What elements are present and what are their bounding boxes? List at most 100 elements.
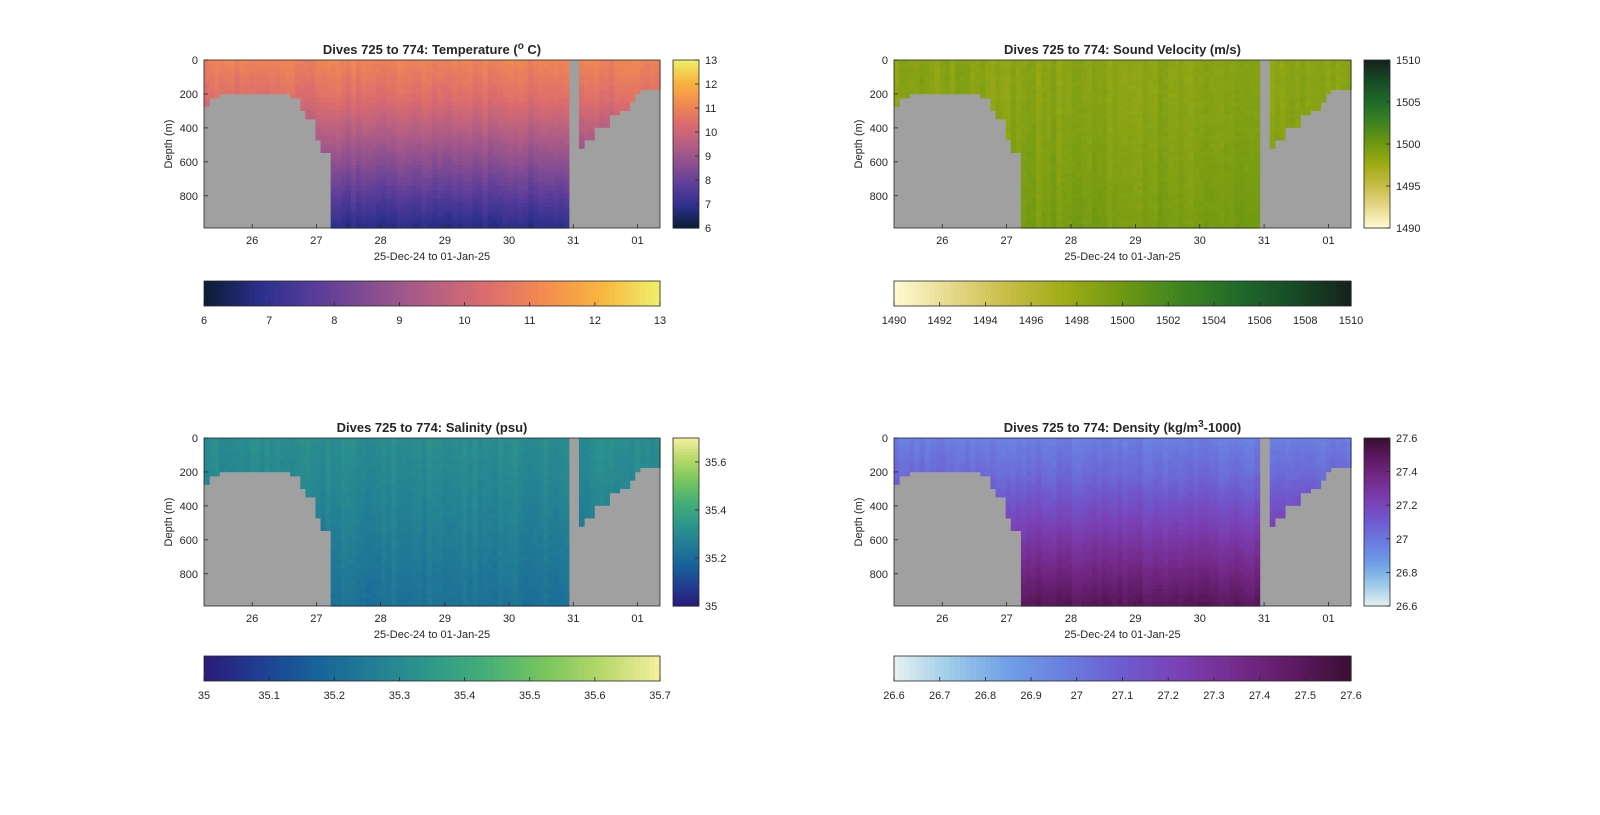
heatmap-cell xyxy=(1168,190,1174,195)
heatmap-cell xyxy=(340,114,347,120)
heatmap-cell xyxy=(421,181,428,187)
heatmap-cell xyxy=(1031,64,1037,69)
heatmap-cell xyxy=(1005,68,1012,74)
heatmap-cell xyxy=(508,223,514,229)
heatmap-cell xyxy=(1229,114,1235,120)
heatmap-cell xyxy=(224,76,230,82)
heatmap-cell xyxy=(1061,123,1068,128)
heatmap-cell xyxy=(543,215,550,221)
heatmap-cell xyxy=(391,64,398,69)
heatmap-cell xyxy=(523,64,529,69)
heatmap-cell xyxy=(1127,156,1134,162)
heatmap-cell xyxy=(254,89,261,95)
heatmap-cell xyxy=(335,219,342,225)
heatmap-cell xyxy=(1066,68,1073,74)
heatmap-cell xyxy=(1152,68,1159,74)
heatmap-cell xyxy=(1168,169,1174,174)
heatmap-cell xyxy=(1300,106,1306,111)
heatmap-cell xyxy=(553,207,560,212)
heatmap-cell xyxy=(437,165,443,170)
heatmap-cell xyxy=(563,85,570,90)
heatmap-cell xyxy=(970,72,976,78)
heatmap-cell xyxy=(1163,186,1169,191)
heatmap-cell xyxy=(1234,93,1240,99)
heatmap-cell xyxy=(366,118,372,124)
heatmap-cell xyxy=(401,177,408,183)
heatmap-cell xyxy=(553,219,560,225)
heatmap-cell xyxy=(508,81,514,86)
heatmap-cell xyxy=(1330,72,1337,78)
heatmap-cell xyxy=(1193,177,1200,183)
heatmap-cell xyxy=(1229,102,1235,107)
heatmap-cell xyxy=(553,102,560,107)
colorbar-swatch xyxy=(673,74,699,78)
heatmap-cell xyxy=(518,89,524,95)
heatmap-cell xyxy=(285,89,291,95)
heatmap-cell xyxy=(361,131,367,137)
heatmap-cell xyxy=(1168,72,1174,78)
heatmap-cell xyxy=(340,89,347,95)
heatmap-cell xyxy=(1117,165,1124,170)
heatmap-cell xyxy=(1183,110,1190,116)
heatmap-cell xyxy=(1122,148,1129,153)
heatmap-cell xyxy=(442,135,448,141)
heatmap-cell xyxy=(204,85,210,90)
heatmap-cell xyxy=(1137,123,1144,128)
heatmap-cell xyxy=(1056,169,1063,174)
heatmap-cell xyxy=(518,135,524,141)
heatmap-cell xyxy=(548,127,555,132)
y-tick-label: 400 xyxy=(180,123,198,135)
heatmap-cell xyxy=(1254,114,1261,120)
heatmap-cell xyxy=(1097,207,1103,212)
heatmap-cell xyxy=(325,131,332,137)
heatmap-cell xyxy=(406,148,413,153)
heatmap-cell xyxy=(1213,72,1220,78)
heatmap-cell xyxy=(563,139,570,145)
heatmap-cell xyxy=(1020,223,1027,229)
heatmap-cell xyxy=(1137,177,1144,183)
heatmap-cell xyxy=(1051,97,1058,103)
heatmap-cell xyxy=(1092,215,1098,221)
heatmap-cell xyxy=(1137,190,1144,195)
heatmap-cell xyxy=(1041,60,1047,65)
heatmap-cell xyxy=(649,81,656,86)
heatmap-cell xyxy=(502,211,509,216)
colorbar-swatch xyxy=(350,281,357,306)
heatmap-cell xyxy=(497,173,504,179)
heatmap-cell xyxy=(1102,139,1108,145)
heatmap-cell xyxy=(462,173,469,179)
heatmap-cell xyxy=(396,139,403,145)
heatmap-cell xyxy=(1147,186,1154,191)
heatmap-cell xyxy=(1147,160,1154,166)
heatmap-cell xyxy=(335,173,342,179)
colorbar-swatch xyxy=(673,116,699,120)
heatmap-cell xyxy=(1229,97,1235,103)
heatmap-cell xyxy=(523,165,529,170)
heatmap-cell xyxy=(295,60,301,65)
heatmap-cell xyxy=(1173,76,1179,82)
heatmap-cell xyxy=(426,102,433,107)
heatmap-cell xyxy=(624,102,631,107)
heatmap-cell xyxy=(1076,123,1083,128)
heatmap-cell xyxy=(1168,106,1174,111)
heatmap-cell xyxy=(1041,81,1047,86)
heatmap-cell xyxy=(421,114,428,120)
heatmap-cell xyxy=(356,169,362,174)
heatmap-cell xyxy=(929,72,936,78)
heatmap-cell xyxy=(1254,81,1261,86)
heatmap-cell xyxy=(1031,202,1037,208)
heatmap-cell xyxy=(1122,135,1129,141)
heatmap-cell xyxy=(589,89,595,95)
heatmap-cell xyxy=(548,118,555,124)
heatmap-cell xyxy=(1092,72,1098,78)
heatmap-cell xyxy=(1178,89,1185,95)
heatmap-cell xyxy=(416,144,423,149)
heatmap-cell xyxy=(1198,127,1205,132)
heatmap-cell xyxy=(533,198,539,204)
heatmap-cell xyxy=(970,81,976,86)
heatmap-cell xyxy=(553,64,560,69)
heatmap-cell xyxy=(1127,148,1134,153)
heatmap-cell xyxy=(538,169,545,174)
heatmap-cell xyxy=(985,81,992,86)
heatmap-cell xyxy=(1127,152,1134,158)
